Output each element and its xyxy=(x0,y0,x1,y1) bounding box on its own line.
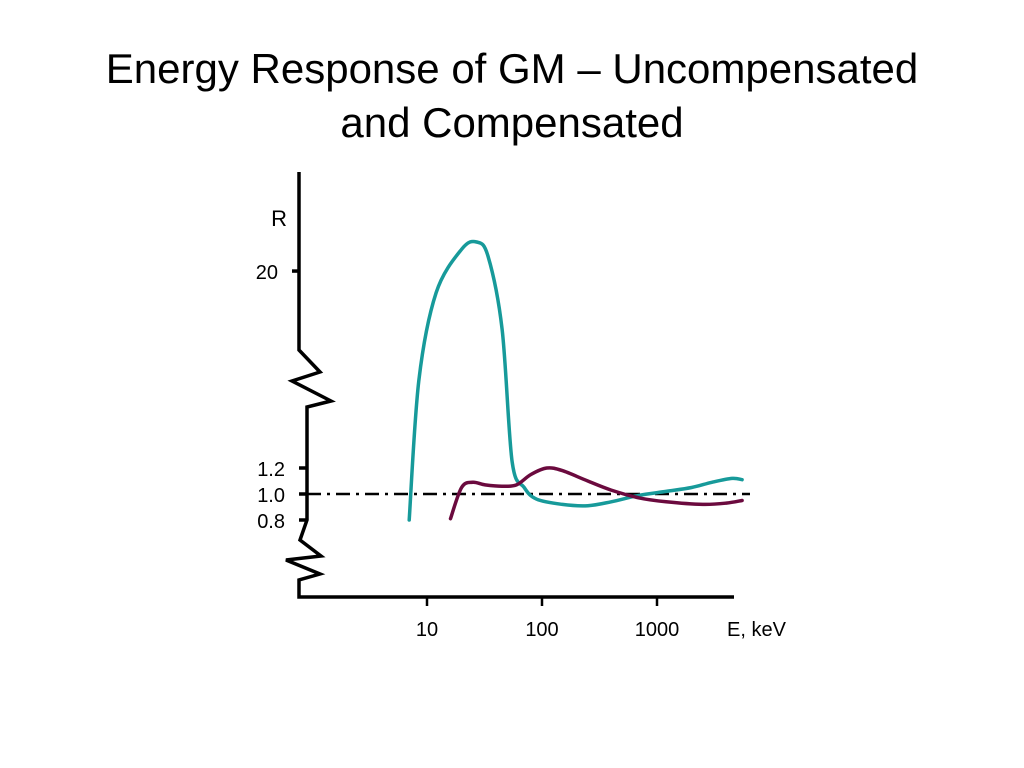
axes xyxy=(285,172,750,606)
x-tick-label: 1000 xyxy=(635,619,680,641)
series-compensated-line xyxy=(448,466,744,521)
title-line-2: and Compensated xyxy=(340,99,684,146)
x-axis-label: E, keV xyxy=(727,619,787,641)
slide-title: Energy Response of GM – Uncompensated an… xyxy=(0,42,1024,150)
series-layer xyxy=(407,239,744,522)
x-tick-label: 100 xyxy=(525,619,558,641)
y-tick-label: 0.8 xyxy=(257,511,285,533)
axis-labels: 20 1.2 1.0 0.8 10 100 1000 R E, keV xyxy=(256,206,787,641)
y-axis-label: R xyxy=(271,206,287,231)
axis-line xyxy=(285,172,734,599)
x-tick-label: 10 xyxy=(416,619,438,641)
series-uncompensated-line xyxy=(407,239,744,522)
y-tick-label: 1.0 xyxy=(257,485,285,507)
y-tick-label: 20 xyxy=(256,262,278,284)
title-line-1: Energy Response of GM – Uncompensated xyxy=(105,45,919,92)
y-tick-label: 1.2 xyxy=(257,459,285,481)
